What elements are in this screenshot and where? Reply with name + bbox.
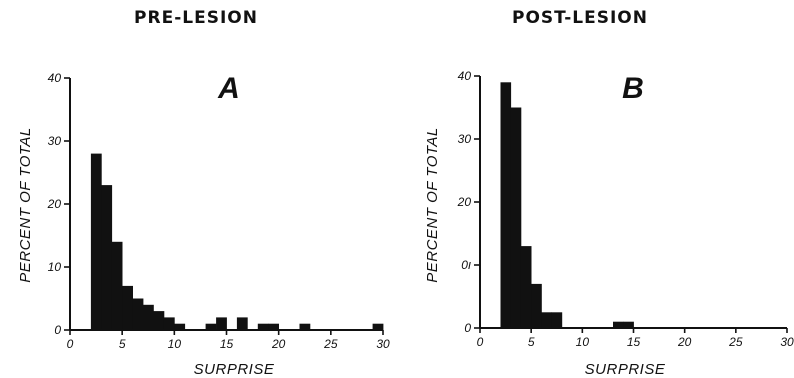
x-tick-label: 0: [477, 335, 484, 349]
x-tick-label: 10: [576, 335, 590, 349]
bar-4: [541, 312, 552, 329]
bar-12: [257, 323, 269, 330]
y-tick-label: 30: [458, 132, 472, 146]
bar-11: [236, 317, 248, 330]
x-ticks: 0 5 10 15 20 25 30: [67, 330, 390, 351]
bar-0: [500, 82, 512, 328]
bar-7: [163, 317, 175, 330]
y-tick-label: 20: [457, 195, 472, 209]
bar-10: [216, 317, 227, 330]
y-tick-label: 20: [47, 197, 62, 211]
bar-6: [153, 311, 165, 330]
chart-panel-pre-lesion: PRE-LESION A PERCENT OF TOTAL SURPRISE 0…: [17, 8, 390, 378]
x-tick-label: 0: [67, 337, 74, 351]
y-tick-label: 0: [464, 321, 471, 335]
bar-4: [132, 298, 144, 330]
bar-14: [299, 323, 311, 330]
panel-label: A: [217, 72, 240, 105]
y-ticks: 0 10 20 30 40: [47, 71, 70, 337]
bar-2: [111, 241, 123, 330]
x-tick-label: 20: [271, 337, 286, 351]
bars: [500, 82, 634, 329]
y-axis-label: PERCENT OF TOTAL: [424, 127, 441, 283]
chart-title: PRE-LESION: [134, 8, 258, 28]
y-tick-label: 10: [48, 260, 62, 274]
x-tick-label: 5: [119, 337, 126, 351]
bar-9: [205, 323, 217, 330]
bar-8: [174, 323, 186, 330]
panel-label: B: [622, 72, 644, 105]
bar-3: [122, 285, 133, 330]
bar-5: [143, 304, 154, 330]
y-tick-label: 40: [48, 71, 62, 85]
bar-15: [372, 323, 384, 330]
bar-13: [268, 323, 279, 330]
x-tick-label: 30: [376, 337, 390, 351]
bar-6: [613, 321, 624, 328]
bar-1: [510, 107, 522, 328]
bar-3: [531, 283, 542, 328]
y-tick-label: ו0: [461, 258, 471, 272]
x-axis-label: SURPRISE: [585, 361, 666, 378]
x-tick-label: 30: [780, 335, 794, 349]
y-ticks: 0 ו0 20 30 40: [457, 69, 480, 335]
x-tick-label: 10: [168, 337, 182, 351]
chart-title: POST-LESION: [512, 8, 648, 28]
bars: [90, 153, 384, 330]
chart-panel-post-lesion: POST-LESION B PERCENT OF TOTAL SURPRISE …: [424, 8, 794, 378]
bar-5: [551, 312, 563, 329]
x-tick-label: 15: [627, 335, 641, 349]
x-tick-label: 25: [323, 337, 338, 351]
y-tick-label: 30: [48, 134, 62, 148]
x-tick-label: 25: [728, 335, 743, 349]
x-tick-label: 5: [528, 335, 535, 349]
bar-2: [520, 246, 532, 328]
y-tick-label: 0: [54, 323, 61, 337]
x-ticks: 0 5 10 15 20 25 30: [477, 328, 794, 349]
x-axis-label: SURPRISE: [194, 361, 275, 378]
bar-7: [623, 321, 634, 328]
y-tick-label: 40: [458, 69, 472, 83]
bar-1: [101, 185, 113, 330]
x-tick-label: 15: [220, 337, 234, 351]
y-axis-label: PERCENT OF TOTAL: [17, 127, 34, 283]
x-tick-label: 20: [677, 335, 692, 349]
bar-0: [90, 153, 102, 330]
